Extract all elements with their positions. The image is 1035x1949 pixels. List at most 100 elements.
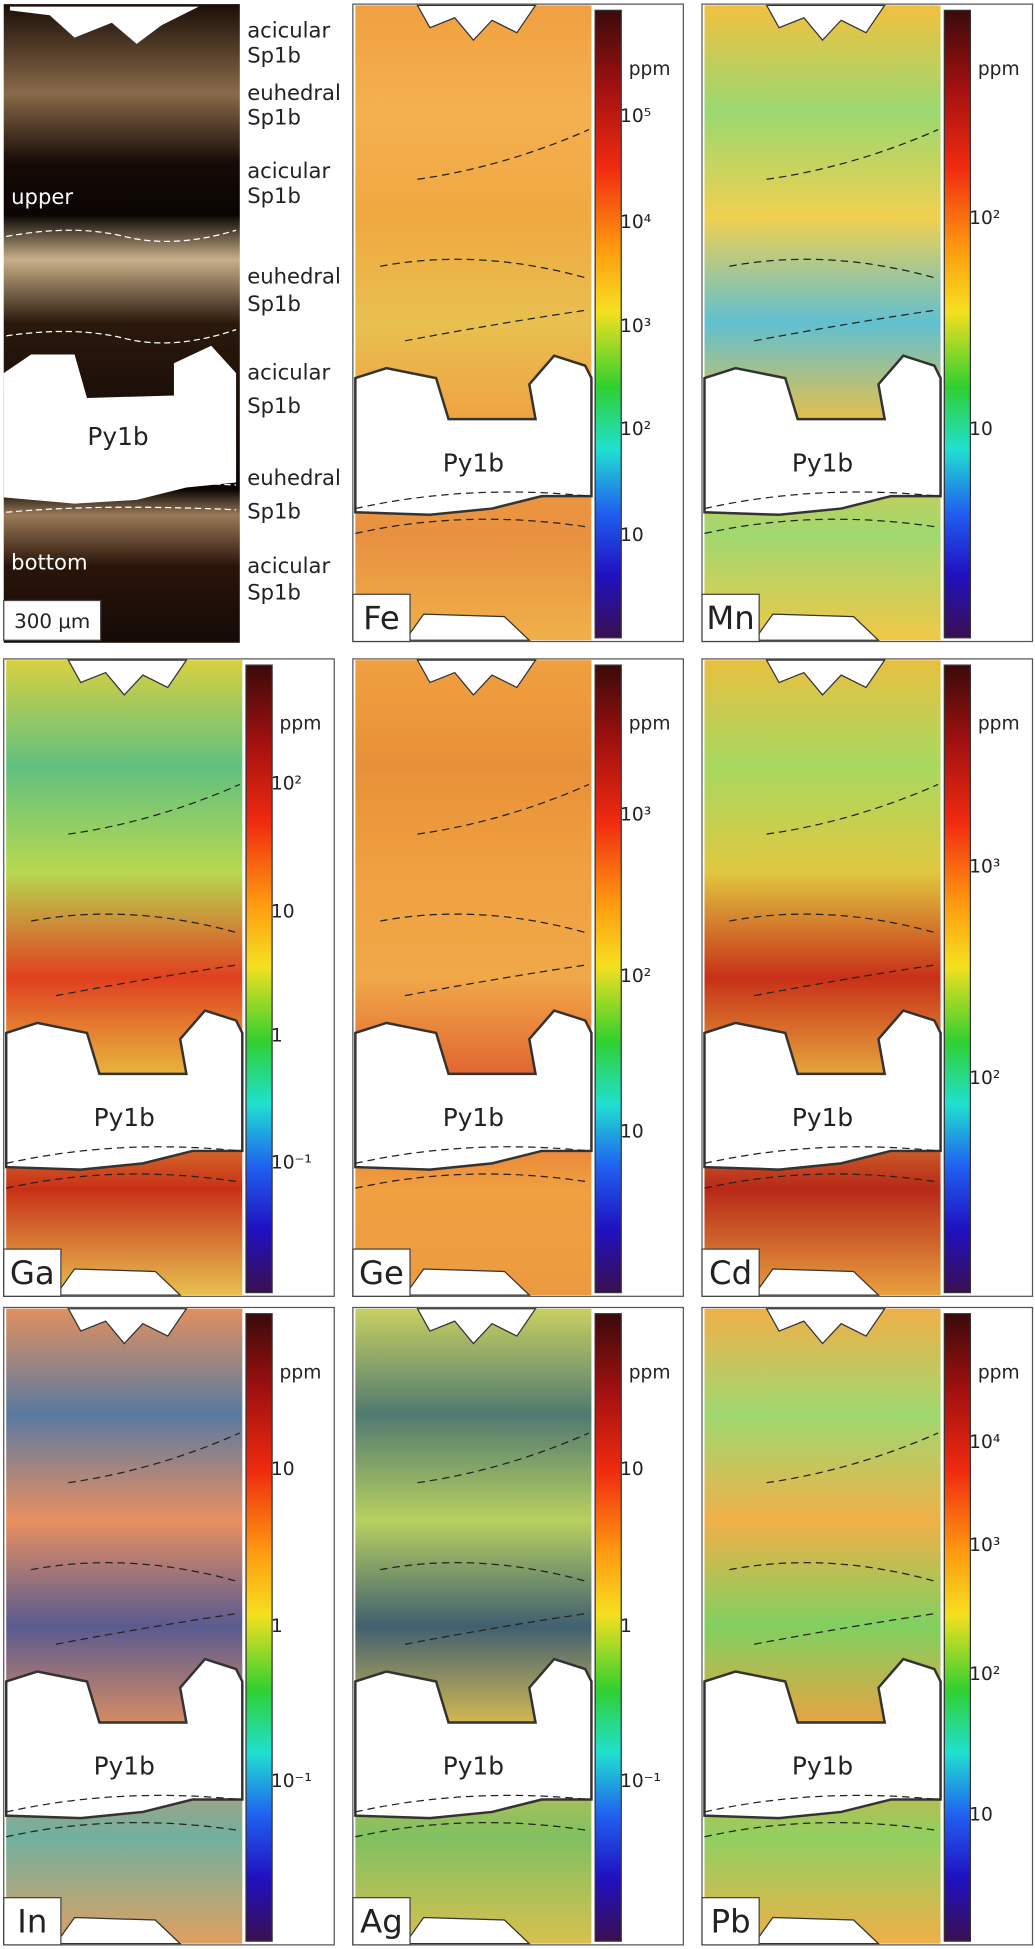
element-map <box>704 5 941 641</box>
photo-panel: upper bottom Py1b 300 μm <box>3 4 240 643</box>
element-panel: ppm 10⁴ 10³ 10² 10 Py1b Pb <box>701 1306 1034 1946</box>
element-box <box>352 1897 411 1946</box>
zone-boundary <box>704 783 939 1189</box>
pyrite-top <box>416 659 537 696</box>
mineral-label: Py1b <box>443 448 504 477</box>
element-map <box>355 5 592 641</box>
element-map <box>6 1308 243 1944</box>
zone-boundary <box>355 129 590 535</box>
pyrite-bottom <box>403 1916 531 1945</box>
colorbar-unit: ppm <box>280 714 322 735</box>
colorbar-tick-label: 10³ <box>969 1535 1000 1556</box>
zone-boundary <box>355 783 590 1189</box>
pyrite-top <box>67 659 188 696</box>
colorbar-tick-label: 10³ <box>620 804 651 825</box>
element-label: Mn <box>706 599 754 637</box>
zone-label: acicular <box>247 18 330 43</box>
colorbar-tick-label: 10⁴ <box>620 212 651 233</box>
element-panel: ppm 10 1 10⁻¹ Py1b In <box>3 1306 335 1946</box>
label-mineral: Py1b <box>87 422 148 451</box>
element-box <box>3 1248 62 1297</box>
colorbar-unit: ppm <box>978 59 1020 80</box>
panels: ppm10⁵10⁴10³10²10Py1bFeppm10²10Py1bMnppm… <box>3 3 1034 1946</box>
zone-boundary <box>704 1432 939 1838</box>
pyrite <box>4 1657 244 1820</box>
colorbar-tick-label: 10 <box>620 525 644 546</box>
pyrite <box>703 1009 942 1171</box>
pyrite-top <box>416 1308 537 1345</box>
zone-label: acicular <box>247 158 330 183</box>
pyrite-top <box>416 4 537 42</box>
colorbar <box>943 1313 972 1942</box>
zone-label: Sp1b <box>247 393 301 418</box>
element-box <box>701 593 760 643</box>
element-panel: ppm 10 1 10⁻¹ Py1b Ag <box>352 1306 684 1946</box>
zone-label: Sp1b <box>247 183 301 208</box>
zone-label: euhedral <box>247 80 341 105</box>
element-panel: ppm 10³ 10² Py1b Cd <box>701 658 1034 1297</box>
pyrite-top <box>765 659 886 696</box>
colorbar-tick-label: 10 <box>620 1121 644 1142</box>
label-upper: upper <box>11 184 73 209</box>
pyrite <box>354 354 593 517</box>
colorbar-tick-label: 10 <box>271 1459 295 1480</box>
colorbar <box>245 1313 273 1942</box>
pyrite <box>354 1009 593 1171</box>
zone-label: euhedral <box>247 465 341 490</box>
colorbar-tick-label: 1 <box>620 1616 632 1637</box>
mineral-label: Py1b <box>94 1752 155 1781</box>
zone-boundary <box>6 1432 241 1838</box>
zone-label: Sp1b <box>247 499 301 524</box>
colorbar-tick-label: 10 <box>969 419 993 440</box>
mineral-label: Py1b <box>792 1103 853 1132</box>
mineral-label: Py1b <box>94 1103 155 1132</box>
colorbar-tick-label: 10 <box>271 901 295 922</box>
colorbar-tick-label: 10² <box>271 773 302 794</box>
pyrite-bottom <box>752 1268 881 1296</box>
element-box <box>3 1897 62 1946</box>
mineral-label: Py1b <box>443 1103 504 1132</box>
photo <box>3 4 240 643</box>
zone-labels: acicularSp1beuhedralSp1bacicularSp1beuhe… <box>247 18 341 605</box>
zone-label: acicular <box>247 359 330 384</box>
zone-label: acicular <box>247 553 330 578</box>
colorbar-tick-label: 10⁻¹ <box>271 1152 312 1173</box>
mineral-label: Py1b <box>792 1752 853 1781</box>
colorbar-unit: ppm <box>629 1362 671 1383</box>
pyrite-top <box>9 6 199 44</box>
element-box <box>701 1897 760 1946</box>
colorbar-tick-label: 10² <box>969 1664 1000 1685</box>
colorbar <box>943 9 972 639</box>
element-panel: ppm 10³ 10² 10 Py1b Ge <box>352 658 684 1297</box>
colorbar-unit: ppm <box>629 714 671 735</box>
pyrite-bottom <box>54 1268 182 1296</box>
element-map <box>704 1308 941 1944</box>
colorbar-tick-label: 10² <box>969 1068 1000 1089</box>
pyrite-top <box>765 4 886 42</box>
colorbar-tick-label: 10³ <box>969 857 1000 878</box>
pyrite-top <box>67 1308 188 1345</box>
colorbar <box>594 1313 622 1942</box>
colorbar <box>245 664 273 1294</box>
zone-label: Sp1b <box>247 105 301 130</box>
element-panel: ppm 10² 10 1 10⁻¹ Py1b Ga <box>3 658 335 1297</box>
pyrite <box>3 345 237 504</box>
scale-bar-label: 300 μm <box>14 610 90 633</box>
element-box <box>352 593 411 643</box>
scale-box <box>3 599 102 641</box>
zone-boundary <box>704 129 939 535</box>
colorbar-tick-label: 10⁴ <box>969 1432 1000 1453</box>
colorbar-tick-label: 10³ <box>620 316 651 337</box>
element-label: In <box>17 1902 47 1940</box>
element-map <box>704 660 941 1296</box>
colorbar-tick-label: 10² <box>620 419 651 440</box>
colorbar <box>594 664 622 1294</box>
colorbar-tick-label: 1 <box>271 1616 283 1637</box>
colorbar-tick-label: 10² <box>620 966 651 987</box>
element-box <box>352 1248 411 1297</box>
pyrite <box>4 1009 244 1171</box>
colorbar <box>594 9 622 639</box>
colorbar-tick-label: 10² <box>969 208 1000 229</box>
colorbar-tick-label: 10⁻¹ <box>271 1771 312 1792</box>
